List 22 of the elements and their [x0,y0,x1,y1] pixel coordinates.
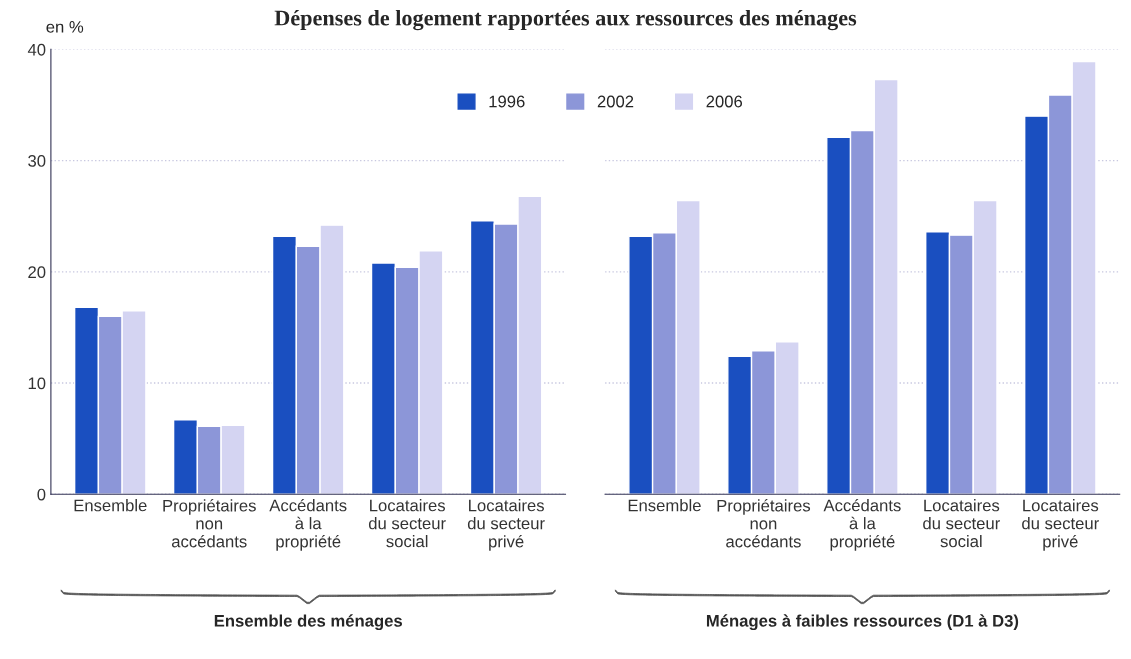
x-tick-label: Ensemble [74,499,147,512]
chart-title: Dépenses de logement rapportées aux ressources des ménages [274,9,857,31]
y-axis-title: en % [46,21,84,33]
y-tick-label: 20 [28,266,46,279]
x-axis-title: Ménages à faibles ressources (D1 à D3) [706,614,1019,631]
x-tick-label: Propriétaires non accédants [163,499,256,548]
y-tick-label: 0 [37,488,46,501]
x-tick-label: Propriétaires non accédants [717,499,811,548]
legend-label: 2002 [597,95,634,108]
y-tick-label: 40 [27,43,46,56]
x-tick-label: Ensemble [628,499,701,512]
x-tick-label: Locataires du secteur privé [467,499,545,551]
x-tick-label: Accédants à la propriété [823,498,901,551]
y-tick-label: 30 [28,155,46,167]
x-tick-label: Accédants à la propriété [269,498,347,551]
legend-label: 1996 [489,95,525,108]
x-axis-title: Ensemble des ménages [214,614,403,631]
y-tick-label: 10 [28,377,46,390]
x-tick-label: Locataires du secteur social [923,499,1000,548]
x-tick-label: Locataires du secteur social [368,499,446,548]
x-tick-label: Locataires du secteur privé [1022,499,1099,551]
legend-label: 2006 [706,95,743,108]
